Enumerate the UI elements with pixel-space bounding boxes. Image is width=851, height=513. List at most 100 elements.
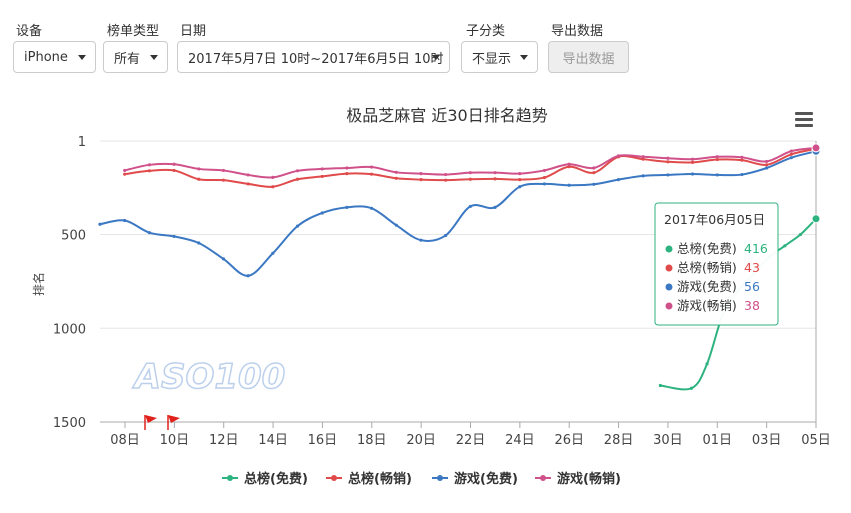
data-point — [172, 162, 176, 166]
data-point — [493, 205, 497, 209]
data-point — [798, 232, 803, 237]
legend-item[interactable]: 总榜(免费) — [222, 471, 308, 487]
data-point — [123, 172, 127, 176]
data-point — [518, 185, 522, 189]
data-point — [518, 172, 522, 176]
tooltip-value: 56 — [744, 279, 760, 294]
data-point — [419, 238, 423, 242]
flag-icon[interactable] — [144, 415, 157, 430]
data-point — [98, 222, 102, 226]
data-point — [765, 166, 769, 170]
tooltip-value: 38 — [744, 298, 760, 313]
data-point — [246, 182, 250, 186]
legend-label: 总榜(免费) — [244, 471, 308, 487]
data-point — [567, 165, 571, 169]
data-point — [444, 178, 448, 182]
series-line — [99, 150, 817, 277]
legend[interactable]: 总榜(免费) 总榜(畅销) 游戏(免费) 游戏(畅销) — [222, 471, 621, 487]
data-point — [690, 160, 695, 164]
flag-icon[interactable] — [167, 415, 180, 430]
date-range-select[interactable]: 2017年5月7日 10时~2017年6月5日 10时 — [177, 41, 450, 73]
x-tick-label: 05日 — [801, 433, 831, 448]
legend-label: 游戏(畅销) — [557, 471, 621, 487]
export-label: 导出数据 — [551, 24, 604, 39]
data-point — [468, 204, 472, 209]
data-point — [705, 362, 709, 366]
series-4 — [123, 143, 821, 179]
x-tick-label: 16日 — [308, 433, 338, 448]
list-type-label: 榜单类型 — [107, 24, 160, 39]
data-point — [592, 166, 596, 170]
data-point — [221, 178, 226, 182]
legend-item[interactable]: 游戏(免费) — [432, 471, 518, 487]
y-tick-label: 1500 — [53, 416, 86, 431]
data-point — [345, 205, 349, 209]
data-point — [295, 169, 300, 173]
data-point — [616, 154, 621, 158]
data-point — [641, 174, 645, 178]
data-point — [765, 159, 769, 164]
data-point — [369, 165, 374, 169]
chart-menu-icon[interactable] — [795, 112, 813, 128]
chevron-down-icon — [150, 55, 158, 60]
tooltip-marker — [665, 264, 673, 272]
data-point — [123, 168, 127, 173]
data-point — [740, 155, 744, 159]
data-point — [765, 163, 769, 167]
export-button[interactable]: 导出数据 — [548, 41, 629, 73]
legend-marker-icon — [437, 475, 443, 481]
data-point — [666, 156, 670, 160]
device-select[interactable]: iPhone — [13, 41, 96, 73]
data-point — [567, 183, 571, 187]
data-point — [147, 169, 151, 173]
data-point — [271, 251, 275, 255]
data-point — [197, 241, 201, 245]
data-point — [394, 223, 398, 227]
chevron-down-icon — [432, 55, 440, 60]
tooltip-marker — [665, 302, 673, 310]
data-point — [666, 160, 670, 164]
data-point — [715, 157, 719, 162]
x-tick-label: 24日 — [505, 433, 535, 448]
data-point — [419, 178, 423, 182]
data-point — [172, 234, 176, 239]
data-point — [246, 274, 250, 278]
data-point — [369, 172, 374, 176]
x-tick-label: 01日 — [703, 433, 733, 448]
chevron-down-icon — [78, 55, 86, 60]
data-point — [592, 182, 596, 186]
data-point — [345, 172, 349, 176]
legend-item[interactable]: 总榜(畅销) — [326, 471, 412, 487]
data-point — [690, 172, 695, 176]
subcategory-value: 不显示 — [472, 51, 512, 67]
tooltip-series-name: 总榜(畅销) — [677, 260, 737, 275]
y-tick-label: 1 — [78, 135, 86, 150]
data-point — [295, 177, 300, 181]
legend-label: 游戏(免费) — [454, 471, 518, 487]
tooltip-series-name: 游戏(免费) — [677, 279, 737, 294]
tooltip-marker — [665, 283, 673, 291]
x-tick-label: 10日 — [160, 433, 190, 448]
data-point — [542, 175, 547, 180]
tooltip-value: 416 — [744, 241, 768, 256]
data-point — [493, 171, 497, 175]
data-point — [221, 168, 226, 173]
series-2 — [123, 144, 821, 189]
data-point — [271, 175, 275, 179]
data-point — [666, 173, 670, 177]
data-point-highlight — [811, 143, 821, 153]
subcategory-select[interactable]: 不显示 — [461, 41, 538, 73]
data-point — [320, 167, 324, 171]
tooltip-series-name: 总榜(免费) — [677, 241, 737, 256]
data-point — [345, 166, 349, 170]
legend-item[interactable]: 游戏(畅销) — [535, 471, 621, 487]
data-point — [592, 171, 596, 175]
data-point — [690, 157, 695, 161]
x-tick-label: 20日 — [406, 433, 436, 448]
data-point — [394, 176, 398, 180]
x-tick-label: 26日 — [554, 433, 584, 448]
list-type-select[interactable]: 所有 — [103, 41, 168, 73]
data-point — [320, 174, 324, 179]
data-point — [715, 173, 719, 177]
